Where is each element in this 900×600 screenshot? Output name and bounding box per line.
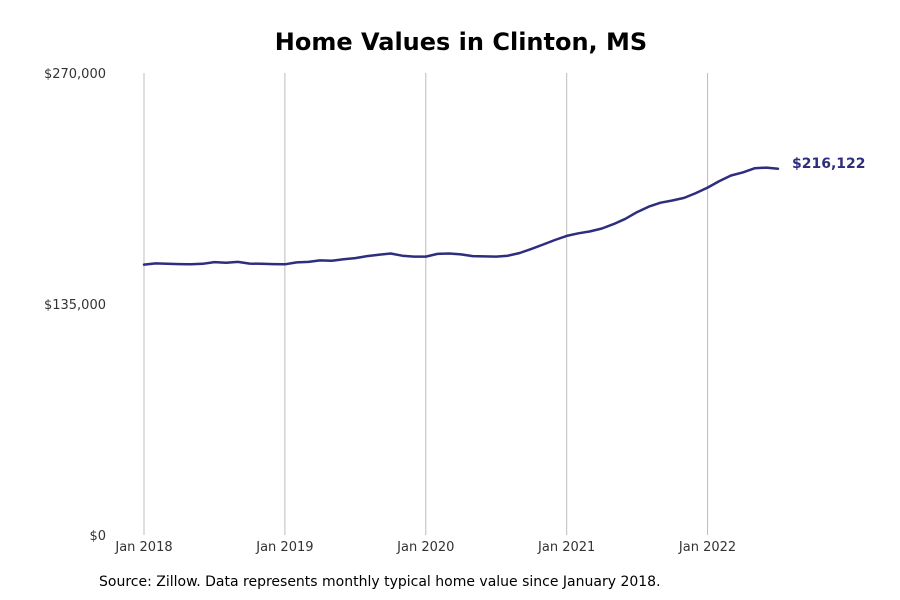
data-point	[624, 217, 627, 220]
data-point	[483, 255, 486, 258]
data-point	[507, 254, 509, 257]
data-point	[248, 262, 251, 265]
data-point	[272, 263, 274, 265]
source-note: Source: Zillow. Data represents monthly …	[99, 574, 661, 590]
data-point	[648, 205, 650, 208]
data-point	[448, 252, 451, 255]
data-point	[260, 262, 263, 265]
data-point	[389, 252, 392, 255]
data-point	[671, 199, 674, 202]
data-point	[741, 171, 744, 174]
data-point	[190, 263, 192, 266]
data-point	[378, 253, 380, 256]
data-point	[601, 227, 603, 230]
gridlines	[143, 73, 709, 535]
data-point	[154, 262, 157, 265]
x-axis-ticks: Jan 2018 Jan 2019 Jan 2020 Jan 2021 Jan 2022	[114, 540, 736, 555]
y-axis-ticks: $0 $135,000 $270,000	[44, 67, 106, 544]
x-tick-label: Jan 2022	[678, 540, 736, 555]
data-point	[237, 261, 239, 263]
x-tick-label: Jan 2021	[537, 540, 595, 555]
data-point	[777, 168, 779, 170]
data-points	[143, 166, 779, 266]
data-point	[471, 255, 474, 257]
data-point	[331, 259, 333, 262]
data-point	[225, 261, 227, 264]
latest-value-label: $216,122	[792, 156, 866, 172]
data-point	[424, 255, 427, 258]
data-point	[730, 174, 732, 177]
data-point	[530, 248, 533, 250]
data-point	[577, 232, 580, 235]
data-point	[413, 255, 415, 258]
data-point	[354, 257, 357, 259]
data-point	[307, 261, 310, 263]
data-point	[342, 258, 345, 260]
data-point	[178, 263, 181, 265]
data-point	[518, 252, 521, 254]
data-point	[589, 230, 591, 233]
data-point	[213, 261, 216, 263]
y-tick-label: $0	[89, 529, 106, 544]
home-value-series-line	[142, 166, 780, 266]
y-tick-label: $135,000	[44, 298, 106, 313]
data-point	[284, 263, 286, 266]
data-point	[565, 235, 568, 237]
data-point	[495, 255, 498, 258]
x-tick-label: Jan 2018	[114, 540, 172, 555]
chart-title: Home Values in Clinton, MS	[274, 28, 648, 56]
data-point	[201, 262, 204, 265]
x-tick-label: Jan 2019	[255, 540, 313, 555]
data-point	[706, 186, 709, 189]
data-point	[636, 211, 638, 213]
data-point	[542, 243, 544, 246]
data-point	[460, 253, 462, 256]
data-point	[295, 261, 298, 264]
data-point	[765, 166, 768, 169]
data-point	[718, 180, 721, 182]
data-point	[753, 167, 756, 170]
data-point	[554, 239, 556, 241]
data-point	[436, 253, 439, 255]
data-point	[659, 201, 662, 204]
data-point	[143, 263, 145, 266]
data-point	[683, 197, 685, 199]
data-point	[695, 192, 697, 194]
data-point	[401, 254, 404, 257]
data-point	[166, 262, 169, 265]
data-point	[612, 223, 615, 225]
data-point	[366, 255, 368, 257]
x-tick-label: Jan 2020	[396, 540, 454, 555]
y-tick-label: $270,000	[44, 67, 106, 82]
data-point	[319, 259, 321, 262]
